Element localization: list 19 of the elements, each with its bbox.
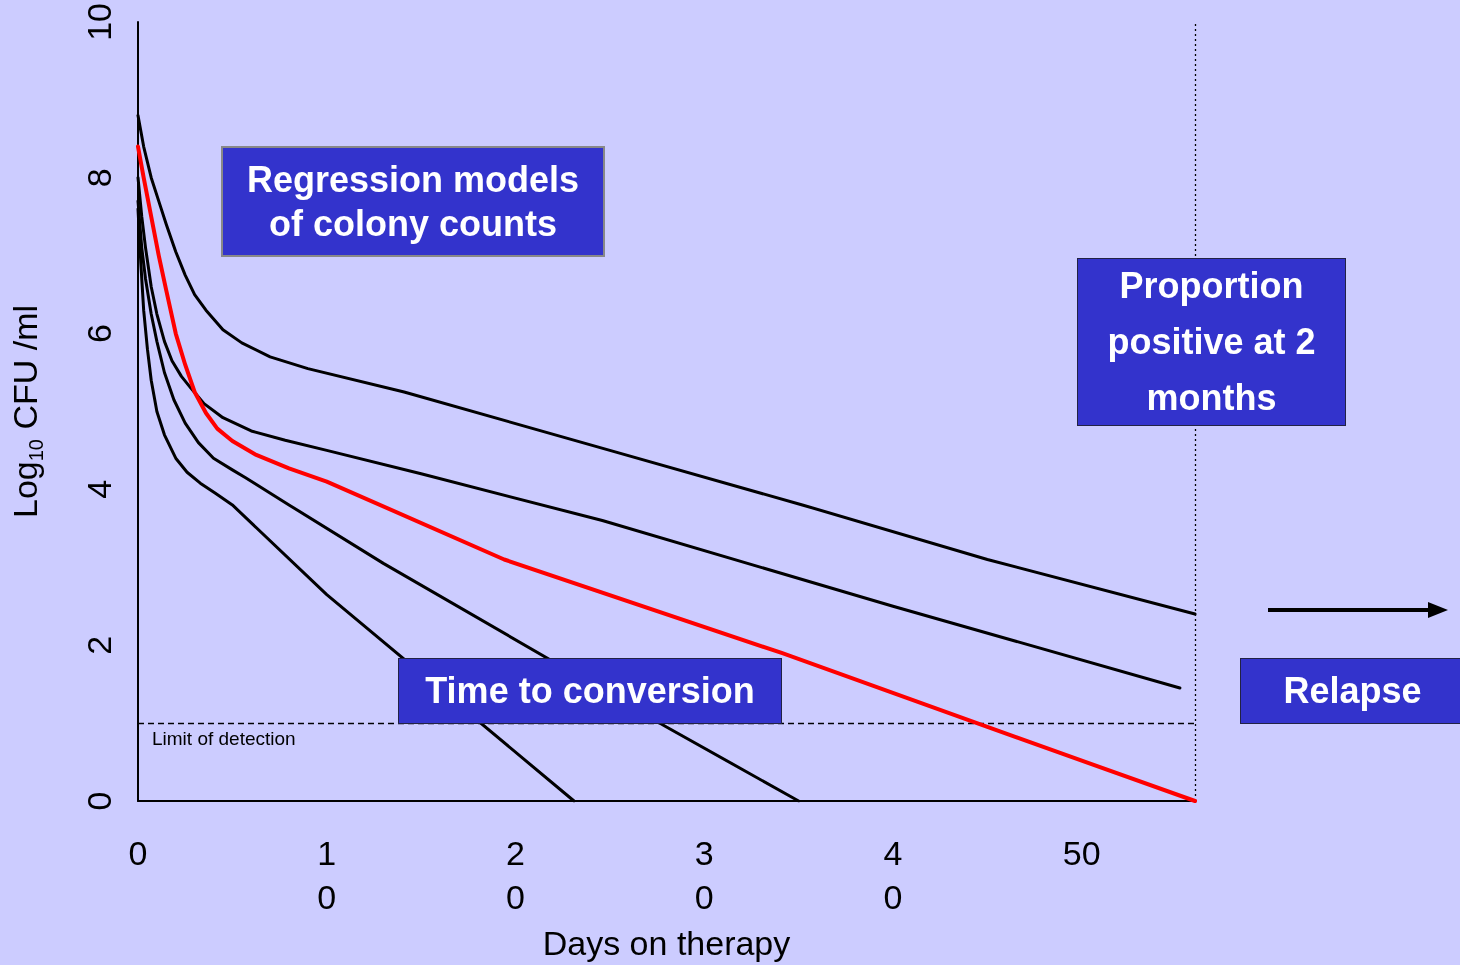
x-tick-label: 1 0 bbox=[317, 834, 337, 916]
y-tick-label: 10 bbox=[80, 3, 118, 41]
x-axis-title: Days on therapy bbox=[542, 924, 791, 962]
y-tick-label: 2 bbox=[80, 635, 118, 655]
x-tick-label: 2 0 bbox=[506, 834, 525, 916]
text: Relapse bbox=[1240, 658, 1460, 724]
y-tick-label: 4 bbox=[80, 479, 118, 499]
y-tick-label: 8 bbox=[80, 168, 118, 188]
x-tick-label: 50 bbox=[1062, 834, 1101, 872]
x-tick-label: 3 0 bbox=[694, 834, 714, 916]
ref-line-label: Limit of detection bbox=[152, 728, 296, 750]
annotation: Regression models of colony counts bbox=[221, 146, 605, 257]
y-tick-label: 0 bbox=[80, 791, 118, 811]
annotation: Proportion positive at 2 months bbox=[1077, 258, 1346, 426]
y-tick-label: 6 bbox=[80, 324, 118, 344]
annotation: Time to conversion bbox=[398, 658, 782, 724]
x-tick-label: 4 0 bbox=[883, 834, 903, 916]
y-axis-title: Log10 CFU /ml bbox=[6, 304, 47, 518]
x-tick-label: 0 bbox=[128, 834, 148, 872]
